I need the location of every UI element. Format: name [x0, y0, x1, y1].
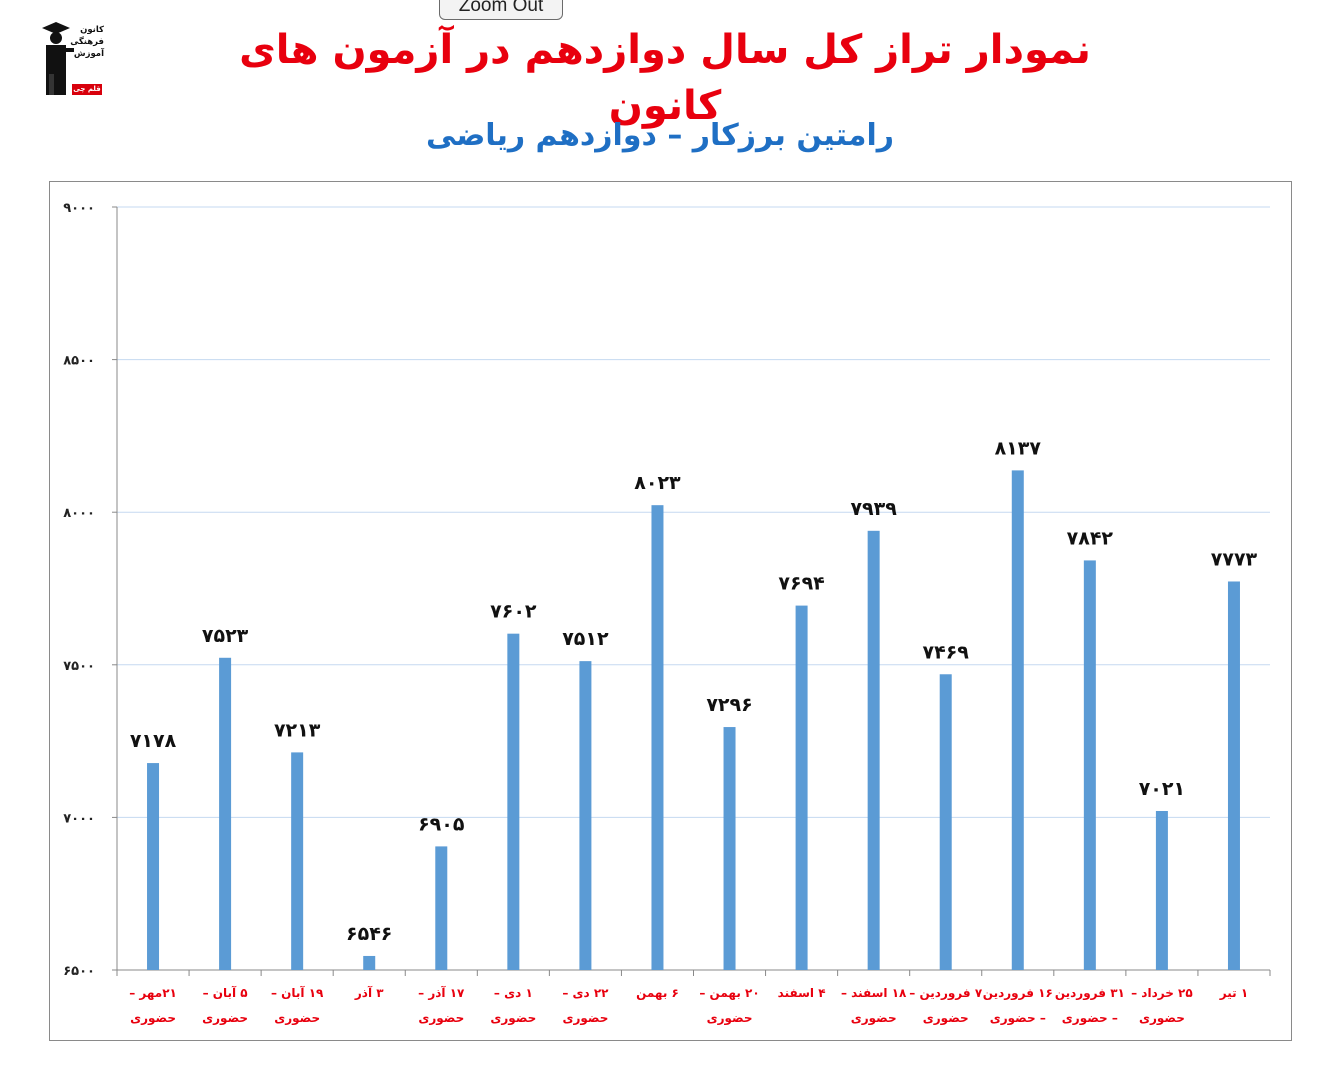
bars [147, 470, 1240, 970]
x-category-label: حضوری [851, 1011, 897, 1026]
x-category-label: ۵ آبان – [203, 985, 248, 1000]
chart-title: نمودار تراز کل سال دوازدهم در آزمون های … [239, 27, 1091, 129]
bar [867, 530, 880, 970]
data-label: ۷۸۴۲ [1067, 527, 1114, 549]
data-label: ۷۲۹۶ [706, 694, 752, 716]
data-label: ۷۵۱۲ [562, 628, 609, 650]
x-category-label: ۱۸ اسفند – [841, 986, 907, 1000]
y-tick-label: ۹۰۰۰ [63, 201, 95, 216]
data-label: ۷۵۲۳ [202, 625, 249, 647]
axes: ۶۵۰۰ ۷۰۰۰ ۷۵۰۰ ۸۰۰۰ ۸۵۰۰ ۹۰۰۰ [63, 201, 1271, 979]
data-label: ۷۰۲۱ [1139, 778, 1185, 800]
x-category-label: حضوری [490, 1011, 536, 1026]
bar [723, 727, 736, 970]
x-category-label: ۲۵ خرداد – [1131, 986, 1193, 1000]
x-category-label: ۱ تیر [1219, 986, 1248, 1000]
logo-line-2: فرهنگی [70, 37, 104, 47]
x-category-label: – حضوری [990, 1011, 1046, 1026]
data-label: ۷۹۳۹ [850, 498, 897, 520]
x-category-label: ۳۱ فروردین [1055, 986, 1125, 1001]
bar [1227, 581, 1240, 970]
chart-frame [49, 181, 1292, 1041]
data-label: ۷۷۷۳ [1211, 548, 1258, 570]
bar [1155, 810, 1168, 970]
x-category-label: ۴ اسفند [778, 986, 826, 1000]
bar [651, 505, 664, 970]
x-category-label: حضوری [274, 1011, 320, 1026]
bar [1011, 470, 1024, 970]
y-tick-label: ۸۰۰۰ [63, 506, 95, 521]
bar [507, 633, 520, 970]
bar [363, 955, 376, 970]
bar [579, 661, 592, 970]
y-tick-label: ۷۵۰۰ [63, 659, 95, 674]
y-tick-label: ۶۵۰۰ [63, 964, 95, 979]
x-category-label: حضوری [418, 1011, 464, 1026]
bar [435, 846, 448, 970]
x-category-label: حضوری [202, 1011, 248, 1026]
data-label: ۶۵۴۶ [346, 923, 392, 945]
data-label: ۷۴۶۹ [923, 641, 970, 663]
data-label: ۷۱۷۸ [130, 730, 177, 752]
bar [291, 752, 304, 970]
logo-line-3: آموزش [73, 49, 104, 59]
y-tick-label: ۷۰۰۰ [63, 811, 95, 826]
bar [795, 605, 808, 970]
kanoon-logo [40, 14, 104, 98]
x-category-label: ۳ آذر [354, 985, 384, 1000]
x-category-label: حضوری [562, 1011, 608, 1026]
x-category-label: ۱۹ آبان – [271, 985, 324, 1000]
x-axis-labels: ۲۱مهر – حضوری ۵ آبان – حضوری ۱۹ آبان – حضوری ۳… [129, 985, 1248, 1026]
x-category-label: حضوری [923, 1011, 969, 1026]
bar [147, 763, 160, 970]
bar [1083, 560, 1096, 970]
data-labels: ۷۱۷۸ ۷۵۲۳ ۷۲۱۳ ۶۵۴۶ ۶۹۰۵ ۷۶۰۲ ۷۵۱۲ ۸۰۲۳ ۷۲۹۶ ۷۶۹۴… [130, 437, 1258, 945]
logo-line-1: کانون [80, 25, 104, 35]
data-label: ۶۹۰۵ [418, 813, 465, 835]
data-label: ۸۱۳۷ [995, 437, 1042, 459]
y-tick-label: ۸۵۰۰ [63, 354, 95, 369]
x-category-label: ۲۱مهر – [129, 986, 177, 1000]
data-label: ۷۶۰۲ [490, 601, 537, 623]
x-category-label: ۶ بهمن [636, 986, 679, 1000]
bar [219, 657, 232, 970]
x-category-label: حضوری [130, 1011, 176, 1026]
x-category-label: حضوری [707, 1011, 753, 1026]
x-category-label: – حضوری [1062, 1011, 1118, 1026]
data-label: ۷۲۱۳ [274, 719, 321, 741]
zoom-out-button[interactable]: Zoom Out [439, 0, 563, 20]
logo-badge: قلم چی [72, 84, 102, 95]
data-label: ۷۶۹۴ [778, 573, 824, 595]
logo-text: کانون فرهنگی آموزش [68, 24, 104, 60]
x-category-label: ۱۶ فروردین [983, 986, 1053, 1001]
bar [939, 674, 952, 970]
x-category-label: ۷ فروردین – [909, 986, 983, 1001]
x-category-label: ۲۰ بهمن – [699, 986, 759, 1000]
gridlines [117, 206, 1270, 818]
x-category-label: ۱ دی – [494, 986, 533, 1000]
x-category-label: ۲۲ دی – [562, 986, 609, 1000]
x-category-label: حضوری [1139, 1011, 1185, 1026]
graduate-icon [42, 22, 74, 96]
x-category-label: ۱۷ آذر – [418, 985, 465, 1000]
chart-subtitle: رامتین برزکار – دوازدهم ریاضی [425, 118, 895, 153]
data-label: ۸۰۲۳ [634, 472, 681, 494]
